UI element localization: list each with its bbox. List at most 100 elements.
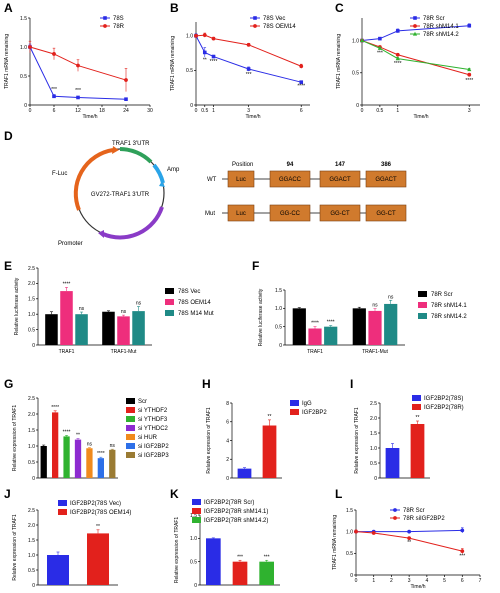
utr-segment [119,147,153,164]
bar [262,425,277,478]
luc-segment [73,148,114,211]
data-point [393,516,397,520]
wt-motif-box [319,170,361,188]
y-tick-label: 1.0 [20,45,27,51]
category-label: TRAF1-Mut [111,349,137,355]
wt-luc-box [227,170,255,188]
legend-swatch [58,500,67,506]
bar [324,326,338,345]
mut-luc-box [227,204,255,222]
x-tick-label: 1 [396,108,399,114]
significance-label: ns [388,294,394,300]
chart-panel-h: 0 2 4 6 8 Relative expression of TRAF1 ** IgG IG… [206,400,327,482]
mut-motif-box [319,204,361,222]
significance-label: ** [268,414,272,420]
legend-swatch [290,400,299,406]
y-tick-label: 2 [226,457,229,463]
data-point [202,33,207,38]
significance-label: **** [327,320,335,326]
chart-panel-a: 0 0.5 1.0 1.5 TRAF1 mRNA remaining 0 6 12 18 24 30… [4,16,153,120]
legend-swatch [126,398,135,404]
x-tick-label: 1 [212,108,215,114]
significance-label: *** [51,87,57,93]
significance-label: *** [237,554,243,560]
bar [368,310,382,345]
data-point [103,16,107,20]
data-point [194,33,198,38]
data-point [371,531,376,535]
y-tick-label: 0 [279,343,282,349]
x-tick-label: 5 [443,578,446,584]
series-line [361,40,470,71]
legend-label: 78R shM14.1 [431,303,467,309]
x-tick-label: 0 [29,108,32,114]
legend-label: 78R siIGF2BP2 [403,516,445,522]
significance-label: *** [377,51,383,57]
category-label: TRAF1-Mut [362,349,388,355]
significance-label: ** [76,433,80,439]
y-tick-label: 1.5 [20,16,27,22]
y-tick-label: 8 [226,401,229,407]
series-line [361,25,470,42]
bar [385,448,400,478]
y-tick-label: 2.0 [28,281,35,287]
y-tick-label: 0.5 [352,71,359,77]
significance-label: ** [96,524,100,530]
y-tick-label: 2.5 [28,396,35,402]
mut-luc-label: Luc [236,211,246,217]
panel-label-c: C [335,1,344,15]
chart-panel-i: 0 0.5 1.0 1.5 2.0 2.5 Relative expression of T… [354,395,464,482]
legend: IGF2BP2(78S Vec) IGF2BP2(78S OEM14) [58,500,131,516]
legend-label: si YTHDF2 [138,408,168,414]
panel-label-e: E [4,259,12,273]
y-tick-label: 1.0 [275,306,282,312]
position-label: Position [232,162,253,168]
legend: IGF2BP2(78S) IGF2BP2(78R) [412,395,464,411]
data-point [253,24,257,28]
data-point [377,46,382,50]
mut-row-label: Mut [205,211,215,217]
y-axis-label: Relative luciferase activity [14,277,20,335]
plasmid-name: GV272-TRAF1 3'UTR [91,192,150,198]
mut-motif-box [365,204,407,222]
x-tick-label: 12 [75,108,81,114]
significance-label: ns [372,303,378,309]
significance-label: ** [203,57,207,63]
data-point [395,52,400,57]
panel-label-l: L [335,487,342,501]
data-point [467,23,472,28]
bar [45,314,58,345]
legend-label: si YTHDF3 [138,417,168,423]
significance-label: *** [264,554,270,560]
data-point [460,549,465,554]
x-tick-label: 30 [147,108,153,114]
x-tick-label: 3 [247,108,250,114]
y-tick-label: 0.5 [28,460,35,466]
y-tick-label: 1.0 [28,312,35,318]
data-point [103,24,107,28]
mut-motif-2: GG-CT [330,211,350,217]
series-line [355,531,463,552]
x-tick-label: 4 [425,578,428,584]
y-axis-label: Relative expression of TRAF1 [354,407,360,474]
y-tick-label: 0 [32,343,35,349]
plasmid-map: GV272-TRAF1 3'UTR TRAF1 3'UTR Amp F-Luc … [52,141,180,247]
data-point [413,24,417,28]
legend-label: 78S OEM14 [178,300,211,306]
x-tick-label: 18 [99,108,105,114]
y-tick-label: 2.5 [370,401,377,407]
significance-label: **** [63,429,71,435]
data-point [299,64,304,69]
data-point [460,528,465,533]
bar [52,412,59,478]
panel-label-f: F [252,259,259,273]
bar [102,311,115,345]
legend-label: si YTHDC2 [138,426,169,432]
position-94: 94 [287,162,294,168]
y-tick-label: 0 [350,573,353,579]
bar [109,449,116,478]
significance-label: ns [79,306,85,312]
y-tick-label: 0 [226,476,229,482]
data-point [407,529,412,534]
